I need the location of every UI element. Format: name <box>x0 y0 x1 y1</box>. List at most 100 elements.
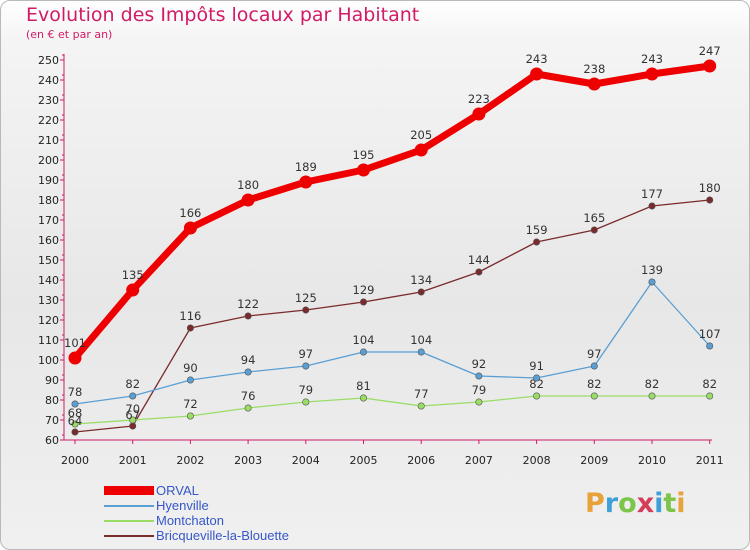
series-line-hyenville <box>74 281 711 405</box>
x-tick-label: 2004 <box>292 454 320 467</box>
data-label-hyenville: 92 <box>472 357 487 371</box>
data-point-orval <box>414 143 428 157</box>
y-tick-label: 210 <box>38 134 59 147</box>
y-tick-label: 120 <box>38 314 59 327</box>
data-label-bricqueville-la-blouette: 144 <box>468 253 490 267</box>
proxiti-logo: Proxiti <box>585 488 686 519</box>
y-tick-label: 80 <box>45 394 59 407</box>
data-point-hyenville <box>302 362 310 370</box>
data-point-montchaton <box>129 416 137 424</box>
data-label-overlap: 64 <box>68 414 83 428</box>
data-label-orval: 243 <box>526 52 548 66</box>
data-point-bricqueville-la-blouette <box>475 268 483 276</box>
data-point-montchaton <box>417 402 425 410</box>
data-label-orval: 166 <box>179 206 201 220</box>
legend-item-bricqueville: Bricqueville-la-Blouette <box>104 528 289 543</box>
data-label-montchaton: 82 <box>645 377 660 391</box>
data-label-hyenville: 97 <box>298 347 313 361</box>
x-tick-label: 2003 <box>234 454 262 467</box>
y-tick-label: 130 <box>38 294 59 307</box>
data-label-orval: 195 <box>353 148 375 162</box>
data-point-hyenville <box>359 348 367 356</box>
y-tick-label: 230 <box>38 94 59 107</box>
y-tick-label: 240 <box>38 74 59 87</box>
data-label-hyenville: 91 <box>529 359 544 373</box>
y-tick-label: 110 <box>38 334 59 347</box>
data-label-orval: 180 <box>237 178 259 192</box>
data-point-hyenville <box>244 368 252 376</box>
y-tick-label: 190 <box>38 174 59 187</box>
data-point-hyenville <box>417 348 425 356</box>
data-point-orval <box>299 175 313 189</box>
data-point-orval <box>703 59 717 73</box>
data-point-montchaton <box>533 392 541 400</box>
data-point-orval <box>241 193 255 207</box>
data-point-hyenville <box>590 362 598 370</box>
legend-label-hyenville: Hyenville <box>156 498 209 513</box>
y-tick-label: 100 <box>38 354 59 367</box>
data-point-bricqueville-la-blouette <box>648 202 656 210</box>
data-label-hyenville: 82 <box>125 377 140 391</box>
data-label-montchaton: 72 <box>183 397 198 411</box>
data-label-bricqueville-la-blouette: 159 <box>526 223 548 237</box>
data-label-montchaton: 82 <box>529 377 544 391</box>
legend-item-orval: ORVAL <box>104 483 289 498</box>
data-point-bricqueville-la-blouette <box>417 288 425 296</box>
data-point-hyenville <box>186 376 194 384</box>
series-line-bricqueville-la-blouette <box>74 199 711 433</box>
data-point-montchaton <box>186 412 194 420</box>
data-label-orval: 247 <box>699 44 721 58</box>
data-point-bricqueville-la-blouette <box>706 196 714 204</box>
data-point-montchaton <box>475 398 483 406</box>
data-label-bricqueville-la-blouette: 116 <box>179 309 201 323</box>
data-label-orval: 223 <box>468 92 490 106</box>
y-tick-label: 140 <box>38 274 59 287</box>
data-point-bricqueville-la-blouette <box>186 324 194 332</box>
data-point-montchaton <box>706 392 714 400</box>
data-label-montchaton: 76 <box>241 389 256 403</box>
data-label-hyenville: 139 <box>641 263 663 277</box>
data-label-bricqueville-la-blouette: 134 <box>410 273 432 287</box>
x-tick-label: 2010 <box>638 454 666 467</box>
data-label-montchaton: 81 <box>356 379 371 393</box>
series-line-orval <box>71 62 714 362</box>
x-tick-label: 2000 <box>61 454 89 467</box>
data-label-orval: 243 <box>641 52 663 66</box>
data-label-orval: 205 <box>410 128 432 142</box>
data-label-hyenville: 90 <box>183 361 198 375</box>
legend-swatch-montchaton <box>104 519 154 522</box>
x-tick-label: 2001 <box>119 454 147 467</box>
data-point-montchaton <box>244 404 252 412</box>
data-point-bricqueville-la-blouette <box>590 226 598 234</box>
data-label-bricqueville-la-blouette: 165 <box>583 211 605 225</box>
data-label-bricqueville-la-blouette: 125 <box>295 291 317 305</box>
data-point-montchaton <box>648 392 656 400</box>
data-label-overlap: 68 <box>68 406 83 420</box>
data-point-hyenville <box>533 374 541 382</box>
legend-label-montchaton: Montchaton <box>156 513 224 528</box>
y-tick-label: 200 <box>38 154 59 167</box>
data-point-montchaton <box>590 392 598 400</box>
data-label-hyenville: 97 <box>587 347 602 361</box>
data-label-hyenville: 104 <box>410 333 432 347</box>
data-label-montchaton: 82 <box>702 377 717 391</box>
x-tick-label: 2002 <box>176 454 204 467</box>
data-label-hyenville: 94 <box>241 353 256 367</box>
x-tick-label: 2005 <box>350 454 378 467</box>
y-tick-label: 250 <box>38 54 59 67</box>
data-label-hyenville: 78 <box>68 385 83 399</box>
data-point-orval <box>68 351 82 365</box>
data-label-montchaton: 79 <box>298 383 313 397</box>
data-label-bricqueville-la-blouette: 129 <box>353 283 375 297</box>
data-point-bricqueville-la-blouette <box>302 306 310 314</box>
y-tick-label: 220 <box>38 114 59 127</box>
data-label-hyenville: 107 <box>699 327 721 341</box>
chart-subtitle: (en € et par an) <box>26 28 113 41</box>
data-point-bricqueville-la-blouette <box>244 312 252 320</box>
y-tick-label: 150 <box>38 254 59 267</box>
data-point-orval <box>587 77 601 91</box>
data-point-bricqueville-la-blouette <box>359 298 367 306</box>
data-label-orval: 238 <box>583 62 605 76</box>
data-label-overlap: 67 <box>125 408 140 422</box>
